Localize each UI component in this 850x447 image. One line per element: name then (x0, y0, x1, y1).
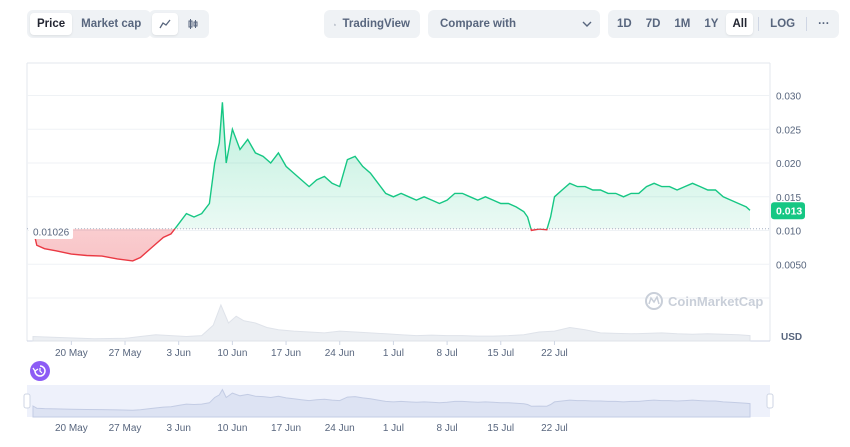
currency-label: USD (781, 332, 802, 343)
tab-price[interactable]: Price (30, 13, 73, 35)
line-chart-button[interactable] (152, 13, 178, 35)
candlestick-icon (188, 19, 198, 29)
y-tick-label: 0.020 (776, 159, 801, 170)
y-tick-label: 0.025 (776, 125, 801, 136)
more-options-button[interactable]: ··· (818, 18, 830, 30)
range-1y[interactable]: 1Y (704, 18, 719, 30)
tradingview-button[interactable]: TradingView (324, 10, 420, 38)
price-line-up (32, 102, 751, 229)
log-scale-button[interactable]: LOG (770, 18, 796, 30)
x-tick-label: 1 Jul (383, 348, 404, 359)
history-icon (34, 365, 46, 377)
x-axis: 20 May 27 May 3 Jun 10 Jun 17 Jun 24 Jun 1 Jul… (55, 341, 568, 359)
chart-toolbar: Price Market cap TradingView Compare wit… (27, 10, 839, 38)
x-tick-label: 17 Jun (271, 348, 301, 359)
x-tick-label: 24 Jun (325, 348, 355, 359)
baseline-label: 0.01026 (33, 228, 70, 239)
tradingview-label: TradingView (342, 18, 410, 30)
navigator-x-tick-label: 15 Jul (487, 423, 514, 434)
x-tick-label: 10 Jun (217, 348, 247, 359)
current-price-label: 0.013 (776, 205, 802, 217)
navigator-x-tick-label: 27 May (109, 423, 142, 434)
baseline-label-bg (29, 225, 73, 239)
price-labels: 0.01026 0.013 (29, 202, 805, 239)
compare-with-label: Compare with (440, 18, 517, 30)
price-area-above-baseline (33, 102, 750, 229)
compare-with-dropdown[interactable]: Compare with (428, 10, 600, 38)
coinmarketcap-logo-icon (645, 292, 663, 310)
navigator-x-tick-label: 8 Jul (437, 423, 458, 434)
line-chart-icon (159, 19, 171, 29)
tradingview-chart-icon (334, 23, 337, 25)
clock-hands-icon (39, 368, 43, 374)
navigator-right-handle[interactable] (766, 393, 774, 409)
volume-area: USD (32, 303, 802, 343)
navigator-x-tick-label: 22 Jul (541, 423, 568, 434)
range-all[interactable]: All (726, 13, 754, 35)
navigator-x-tick-label: 24 Jun (325, 423, 355, 434)
range-1m[interactable]: 1M (674, 18, 691, 30)
navigator-x-tick-label: 20 May (55, 423, 88, 434)
range-navigator[interactable] (23, 361, 774, 418)
history-arrow-icon (32, 367, 39, 372)
x-tick-label: 27 May (109, 348, 142, 359)
coinmarketcap-logo-mark (648, 295, 660, 305)
tab-market-cap[interactable]: Market cap (81, 18, 142, 30)
toolbar-divider (806, 17, 808, 31)
x-tick-label: 20 May (55, 348, 88, 359)
range-7d[interactable]: 7D (645, 18, 661, 30)
metric-toggle: Price Market cap (27, 10, 152, 38)
navigator-x-axis: 20 May 27 May 3 Jun 10 Jun 17 Jun 24 Jun 1 Jul… (55, 423, 568, 434)
y-tick-label: 0.030 (776, 92, 801, 103)
candlestick-button[interactable] (180, 13, 206, 35)
toolbar-divider (758, 17, 760, 31)
y-axis: 0.030 0.025 0.020 0.015 0.010 0.0050 (776, 92, 807, 272)
range-1d[interactable]: 1D (617, 18, 632, 30)
navigator-series (32, 388, 751, 418)
y-tick-label: 0.0050 (776, 260, 807, 271)
x-tick-label: 3 Jun (166, 348, 190, 359)
x-tick-label: 8 Jul (437, 348, 458, 359)
watermark-text: CoinMarketCap (668, 294, 763, 309)
price-series (27, 102, 770, 262)
navigator-x-tick-label: 3 Jun (166, 423, 190, 434)
navigator-x-tick-label: 17 Jun (271, 423, 301, 434)
time-range-toggle: 1D 7D 1M 1Y All LOG ··· (608, 10, 839, 38)
chart-type-toggle (149, 10, 209, 38)
x-tick-label: 22 Jul (541, 348, 568, 359)
current-price-badge (771, 202, 805, 220)
x-tick-label: 15 Jul (487, 348, 514, 359)
price-area-below-baseline (33, 228, 750, 261)
y-tick-label: 0.015 (776, 193, 801, 204)
navigator-left-handle[interactable] (23, 393, 31, 409)
coinmarketcap-watermark: CoinMarketCap (645, 292, 763, 310)
chevron-down-icon (582, 21, 592, 27)
navigator-x-tick-label: 1 Jul (383, 423, 404, 434)
navigator-x-tick-label: 10 Jun (217, 423, 247, 434)
y-tick-label: 0.010 (776, 227, 801, 238)
volume-series (32, 303, 751, 342)
